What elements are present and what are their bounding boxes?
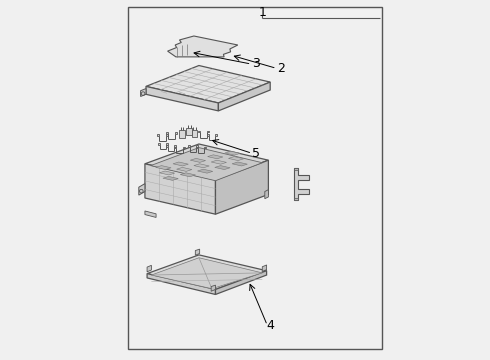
Polygon shape (186, 128, 192, 135)
Polygon shape (215, 134, 217, 136)
Polygon shape (151, 258, 262, 289)
Polygon shape (196, 249, 199, 255)
Polygon shape (196, 147, 198, 148)
Polygon shape (190, 158, 206, 162)
Polygon shape (211, 285, 216, 291)
Polygon shape (179, 130, 185, 138)
Polygon shape (219, 82, 270, 111)
Bar (128, 7, 382, 349)
Polygon shape (208, 155, 223, 159)
Polygon shape (166, 143, 168, 145)
Polygon shape (204, 147, 206, 148)
Polygon shape (173, 162, 188, 166)
Polygon shape (146, 86, 219, 111)
Polygon shape (147, 274, 216, 294)
Polygon shape (216, 160, 269, 214)
Polygon shape (145, 211, 156, 217)
Polygon shape (159, 171, 174, 175)
Polygon shape (145, 164, 216, 214)
Polygon shape (157, 134, 159, 136)
Text: 1: 1 (258, 6, 266, 19)
Polygon shape (158, 143, 160, 145)
Polygon shape (146, 66, 270, 103)
Polygon shape (294, 168, 298, 170)
Polygon shape (166, 145, 168, 147)
Polygon shape (194, 164, 209, 168)
Polygon shape (196, 145, 198, 147)
Text: 4: 4 (266, 319, 274, 332)
Polygon shape (232, 162, 247, 166)
Polygon shape (216, 271, 267, 294)
Polygon shape (192, 130, 197, 137)
Polygon shape (225, 151, 240, 155)
Polygon shape (207, 131, 209, 132)
Polygon shape (145, 144, 269, 180)
Polygon shape (139, 184, 145, 195)
Polygon shape (211, 160, 226, 164)
Polygon shape (215, 166, 230, 170)
Polygon shape (163, 176, 178, 180)
Polygon shape (294, 168, 309, 200)
Polygon shape (151, 148, 262, 181)
Polygon shape (265, 190, 269, 199)
Text: 2: 2 (277, 62, 285, 75)
Polygon shape (294, 198, 298, 200)
Polygon shape (166, 134, 168, 136)
Polygon shape (180, 173, 196, 177)
Polygon shape (197, 169, 213, 173)
Polygon shape (147, 265, 151, 272)
Polygon shape (176, 167, 192, 171)
Polygon shape (207, 134, 209, 136)
Polygon shape (166, 132, 168, 134)
Polygon shape (175, 132, 176, 134)
Polygon shape (174, 147, 176, 148)
Polygon shape (198, 131, 200, 132)
Polygon shape (141, 89, 146, 96)
Polygon shape (156, 166, 171, 170)
Polygon shape (147, 255, 267, 289)
Polygon shape (168, 36, 238, 57)
Polygon shape (174, 145, 176, 147)
Text: 3: 3 (252, 57, 260, 69)
Text: 5: 5 (252, 147, 260, 159)
Polygon shape (183, 147, 185, 148)
Polygon shape (262, 265, 267, 271)
Polygon shape (188, 145, 190, 147)
Polygon shape (228, 157, 244, 161)
